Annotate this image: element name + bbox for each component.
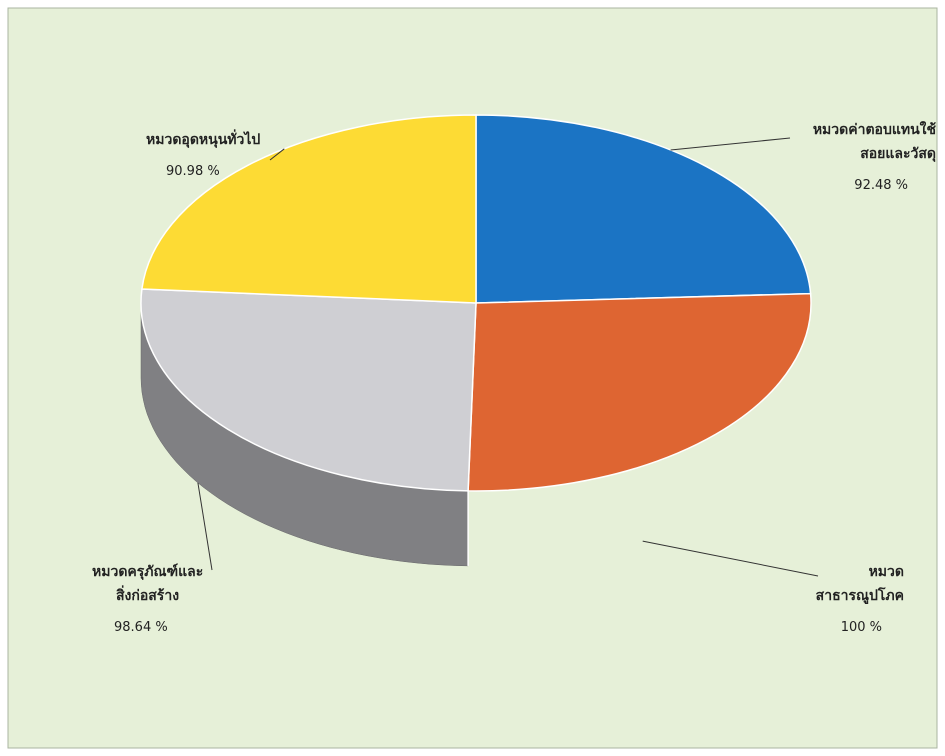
leader-line-2 [642,540,819,577]
leader-line-4 [269,148,285,161]
pie-slice-1 [475,114,812,304]
slice-label-3-line-2: สิ่งก่อสร้าง [116,588,180,604]
pie-tops [140,114,812,492]
leader-lines [197,137,819,577]
slice-label-2-line-1: หมวด [868,564,904,580]
slice-label-4-line-1: หมวดอุดหนุนทั่วไป [146,132,261,148]
pie-slice-4 [141,114,477,304]
slice-label-1-line-1: หมวดค่าตอบแทนใช้ [812,122,936,138]
leader-line-3 [197,482,213,571]
slice-label-2: หมวด สาธารณูปโภค 100 % [730,560,910,640]
leader-line-1 [670,137,791,151]
pie-slice-3 [140,288,477,492]
slice-label-1: หมวดค่าตอบแทนใช้ สอยและวัสดุ 92.48 % [700,118,936,198]
slice-label-2-line-2: สาธารณูปโภค [815,588,904,604]
slice-label-1-line-2: สอยและวัสดุ [860,146,936,162]
pie-slice-2 [467,292,812,492]
slice-value-4: 90.98 % [166,164,220,179]
slice-label-3: หมวดครุภัณฑ์และ สิ่งก่อสร้าง 98.64 % [92,560,312,640]
slice-label-4: หมวดอุดหนุนทั่วไป 90.98 % [146,128,386,184]
slice-value-3: 98.64 % [114,620,168,635]
slice-label-3-line-1: หมวดครุภัณฑ์และ [92,564,204,580]
slice-value-2: 100 % [840,620,882,635]
slice-value-1: 92.48 % [854,178,908,193]
